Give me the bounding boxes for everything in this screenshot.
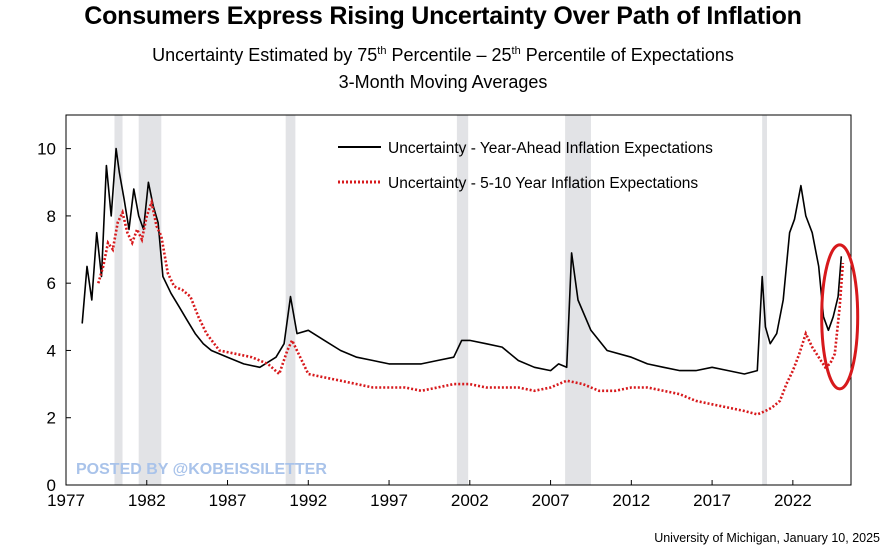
y-tick-label: 4 bbox=[47, 341, 56, 360]
series-line-five-ten bbox=[97, 197, 845, 416]
x-tick-label: 1992 bbox=[289, 491, 327, 510]
x-tick-label: 1977 bbox=[47, 491, 85, 510]
y-tick-label: 10 bbox=[37, 140, 56, 159]
y-tick-label: 2 bbox=[47, 409, 56, 428]
recession-band bbox=[762, 115, 768, 485]
recession-band bbox=[138, 115, 162, 485]
y-tick-label: 0 bbox=[47, 476, 56, 495]
legend-label-year-ahead: Uncertainty - Year-Ahead Inflation Expec… bbox=[388, 140, 713, 157]
legend-label-five-ten: Uncertainty - 5-10 Year Inflation Expect… bbox=[388, 175, 698, 192]
y-tick-label: 8 bbox=[47, 207, 56, 226]
watermark: POSTED BY @KOBEISSILETTER bbox=[76, 461, 327, 478]
series-line-year-ahead bbox=[81, 147, 843, 375]
chart-subtitle-line2: 3-Month Moving Averages bbox=[338, 72, 548, 92]
subtitle-superscript: th bbox=[377, 45, 387, 57]
highlight-ellipse bbox=[820, 243, 860, 391]
legend: Uncertainty - Year-Ahead Inflation Expec… bbox=[338, 140, 713, 192]
subtitle-part: Percentile – 25 bbox=[386, 45, 512, 65]
x-tick-label: 2017 bbox=[693, 491, 731, 510]
source-note: University of Michigan, January 10, 2025 bbox=[654, 531, 880, 545]
subtitle-superscript: th bbox=[511, 45, 521, 57]
subtitle-part: Uncertainty Estimated by 75 bbox=[152, 45, 378, 65]
x-tick-label: 2002 bbox=[451, 491, 489, 510]
chart-title: Consumers Express Rising Uncertainty Ove… bbox=[84, 2, 802, 30]
series-lines bbox=[81, 147, 845, 416]
x-tick-label: 1982 bbox=[128, 491, 166, 510]
recession-band bbox=[114, 115, 123, 485]
recession-band bbox=[456, 115, 469, 485]
subtitle-part: Percentile of Expectations bbox=[520, 45, 734, 65]
x-tick-label: 1997 bbox=[370, 491, 408, 510]
axes: 0 2 4 6 8 10 1977 1982 1987 1992 1997 2002 2007 2012 2… bbox=[37, 140, 812, 510]
x-tick-label: 2022 bbox=[774, 491, 812, 510]
plot-area-frame bbox=[65, 114, 852, 486]
y-tick-label: 6 bbox=[47, 274, 56, 293]
chart-subtitle: Uncertainty Estimated by 75th Percentile… bbox=[0, 45, 886, 66]
x-tick-label: 2007 bbox=[532, 491, 570, 510]
recession-bands bbox=[114, 115, 768, 485]
x-tick-label: 2012 bbox=[612, 491, 650, 510]
x-tick-label: 1987 bbox=[209, 491, 247, 510]
